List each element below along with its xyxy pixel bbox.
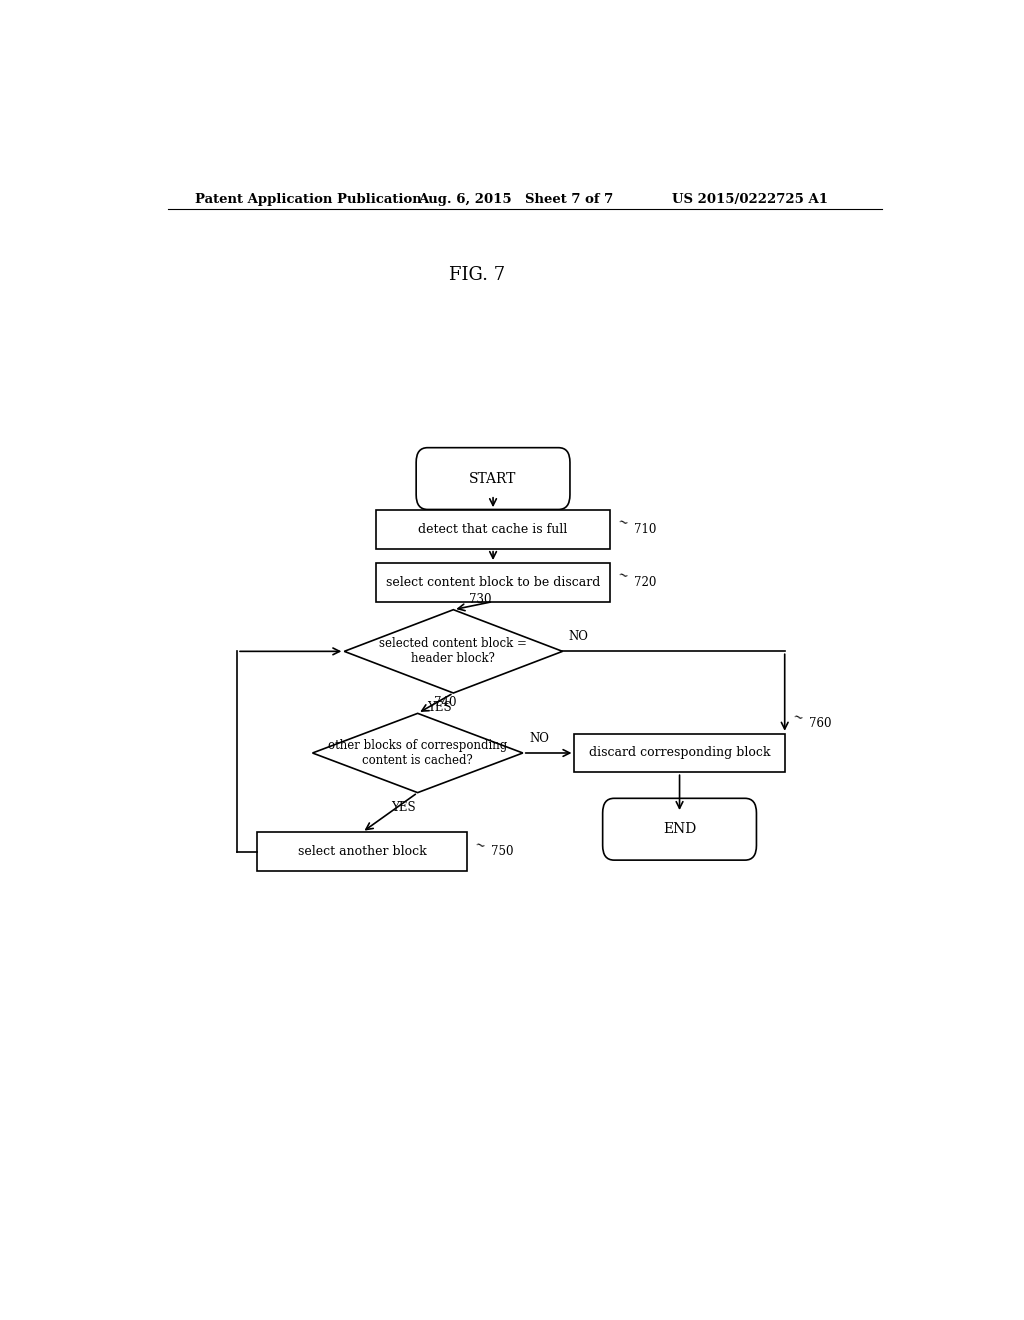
Text: FIG. 7: FIG. 7 [450,267,505,284]
Text: detect that cache is full: detect that cache is full [419,523,567,536]
Text: select another block: select another block [298,845,426,858]
Text: Sheet 7 of 7: Sheet 7 of 7 [524,193,613,206]
Polygon shape [312,713,523,792]
Polygon shape [344,610,562,693]
Text: select content block to be discard: select content block to be discard [386,576,600,589]
Text: NO: NO [529,731,549,744]
Text: 720: 720 [634,576,656,589]
Text: 750: 750 [492,845,514,858]
Text: Aug. 6, 2015: Aug. 6, 2015 [418,193,511,206]
Text: YES: YES [427,701,452,714]
Text: 710: 710 [634,523,656,536]
Text: ∼: ∼ [792,710,805,725]
Text: ∼: ∼ [474,838,487,853]
Text: END: END [663,822,696,837]
Text: 740: 740 [433,696,456,709]
Text: selected content block =
header block?: selected content block = header block? [380,638,527,665]
Text: 760: 760 [809,717,831,730]
Bar [376,510,610,549]
FancyBboxPatch shape [416,447,570,510]
Text: 730: 730 [469,593,492,606]
Text: ∼: ∼ [616,516,630,531]
FancyBboxPatch shape [603,799,757,861]
Bar [257,833,467,871]
Text: START: START [469,471,517,486]
Text: US 2015/0222725 A1: US 2015/0222725 A1 [672,193,827,206]
Text: other blocks of corresponding
content is cached?: other blocks of corresponding content is… [328,739,507,767]
Text: Patent Application Publication: Patent Application Publication [196,193,422,206]
Text: YES: YES [391,801,416,813]
Text: ∼: ∼ [616,569,630,583]
Bar [376,562,610,602]
Text: NO: NO [569,630,589,643]
Bar [574,734,784,772]
Text: discard corresponding block: discard corresponding block [589,747,770,759]
